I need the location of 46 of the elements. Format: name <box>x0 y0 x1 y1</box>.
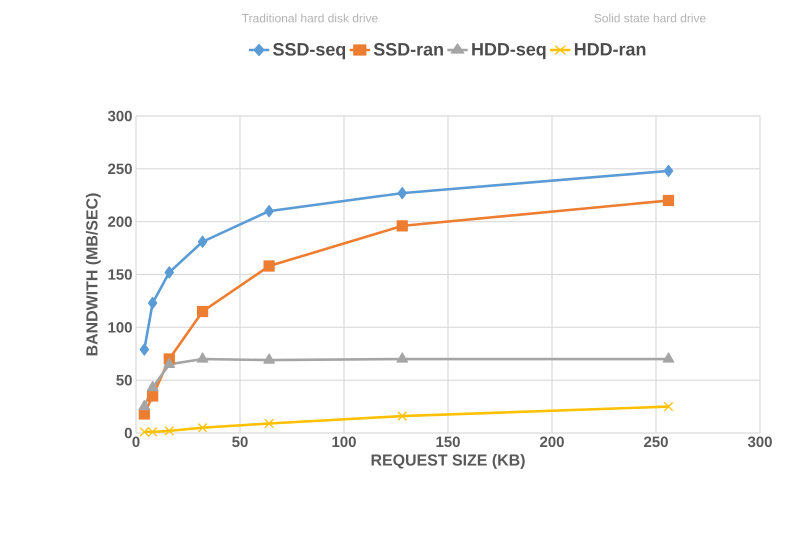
y-tick-label: 50 <box>116 374 132 386</box>
point <box>138 400 150 410</box>
text: Solid state hard drive <box>594 14 706 22</box>
point <box>263 260 275 272</box>
text: Traditional hard disk drive <box>242 14 378 22</box>
point <box>146 380 158 392</box>
point <box>148 296 158 310</box>
y-tick-label: 100 <box>108 322 132 333</box>
point <box>198 422 208 433</box>
point <box>140 343 150 356</box>
point <box>264 418 274 428</box>
y-axis-title: BANDWITH (MB/SEC) <box>86 193 101 356</box>
x-tick-label: 150 <box>436 436 460 448</box>
point <box>163 358 176 368</box>
x-tick-label: 250 <box>644 436 668 448</box>
x-tick-label: 200 <box>540 436 564 448</box>
point <box>196 306 208 318</box>
point <box>264 204 274 218</box>
point <box>397 187 408 200</box>
point <box>396 352 408 363</box>
x-tick-label: 100 <box>332 436 356 448</box>
point <box>147 390 158 402</box>
point <box>164 266 174 279</box>
legend-label: HDD-seq <box>472 43 546 60</box>
point <box>263 353 275 364</box>
x-tick-label: 300 <box>748 436 772 448</box>
y-tick-label: 200 <box>108 216 132 227</box>
legend-label: HDD-ran <box>574 43 646 56</box>
y-tick-label: 0 <box>124 428 132 438</box>
point <box>662 194 674 206</box>
y-tick-label: 150 <box>108 269 132 280</box>
point <box>664 402 674 412</box>
legend-label: SSD-seq <box>273 42 346 60</box>
point <box>396 220 408 232</box>
x-tick-label: 0 <box>132 436 140 448</box>
legend-label: SSD-ran <box>374 42 443 56</box>
y-tick-label: 300 <box>108 110 132 122</box>
point <box>196 352 208 363</box>
point <box>198 236 208 248</box>
x-axis-title: REQUEST SIZE (KB) <box>372 454 525 469</box>
point <box>397 411 408 421</box>
point <box>164 426 174 436</box>
point <box>664 164 674 178</box>
x-tick-label: 50 <box>232 436 248 448</box>
point <box>662 352 674 363</box>
y-tick-label: 250 <box>108 164 132 174</box>
